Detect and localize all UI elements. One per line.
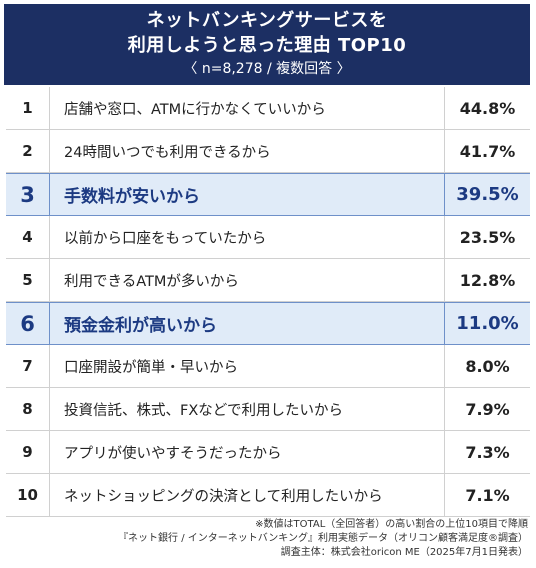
table-row: 10 ネットショッピングの決済として利用したいから 7.1% — [6, 474, 530, 517]
footnote-1: ※数値はTOTAL（全回答者）の高い割合の上位10項目で降順 — [255, 519, 528, 530]
table-row: 6 預金金利が高いから 11.0% — [6, 302, 530, 345]
table-row: 8 投資信託、株式、FXなどで利用したいから 7.9% — [6, 388, 530, 431]
footnote-2: 『ネット銀行 / インターネットバンキング』利用実態データ（オリコン顧客満足度®… — [118, 533, 528, 544]
value-cell: 41.7% — [444, 130, 530, 172]
table-row: 4 以前から口座をもっていたから 23.5% — [6, 216, 530, 259]
value-cell: 39.5% — [444, 174, 530, 215]
rank-cell: 9 — [6, 431, 50, 473]
title-line-1: ネットバンキングサービスを — [146, 10, 388, 31]
header-banner: ネットバンキングサービスを 利用しようと思った理由 TOP10 〈 n=8,27… — [4, 4, 530, 85]
rank-cell: 8 — [6, 388, 50, 430]
table-row: 5 利用できるATMが多いから 12.8% — [6, 259, 530, 302]
footnote-3: 調査主体：株式会社oricon ME（2025年7月1日発表） — [280, 547, 528, 558]
reason-cell: 利用できるATMが多いから — [64, 273, 239, 290]
reason-cell: 預金金利が高いから — [64, 316, 217, 336]
reason-cell: 以前から口座をもっていたから — [64, 230, 267, 247]
value-cell: 7.9% — [444, 388, 530, 430]
value-cell: 44.8% — [444, 87, 530, 129]
reason-cell: 手数料が安いから — [64, 187, 200, 207]
reason-cell: 投資信託、株式、FXなどで利用したいから — [64, 402, 343, 419]
rank-cell: 5 — [6, 259, 50, 301]
value-cell: 12.8% — [444, 259, 530, 301]
rank-cell: 6 — [6, 303, 50, 344]
rank-cell: 1 — [6, 87, 50, 129]
rank-cell: 3 — [6, 174, 50, 215]
value-cell: 23.5% — [444, 216, 530, 258]
table-row: 7 口座開設が簡単・早いから 8.0% — [6, 345, 530, 388]
reason-cell: 口座開設が簡単・早いから — [64, 359, 238, 376]
rank-cell: 10 — [6, 474, 50, 516]
rank-cell: 2 — [6, 130, 50, 172]
table-row: 2 24時間いつでも利用できるから 41.7% — [6, 130, 530, 173]
rank-cell: 4 — [6, 216, 50, 258]
rank-cell: 7 — [6, 345, 50, 387]
reason-cell: 店舗や窓口、ATMに行かなくていいから — [64, 101, 326, 118]
table-row: 3 手数料が安いから 39.5% — [6, 173, 530, 216]
value-cell: 7.3% — [444, 431, 530, 473]
table-row: 1 店舗や窓口、ATMに行かなくていいから 44.8% — [6, 87, 530, 130]
value-cell: 8.0% — [444, 345, 530, 387]
subtitle: 〈 n=8,278 / 複数回答 〉 — [183, 61, 351, 77]
value-cell: 11.0% — [444, 303, 530, 344]
value-cell: 7.1% — [444, 474, 530, 516]
footnotes: ※数値はTOTAL（全回答者）の高い割合の上位10項目で降順 『ネット銀行 / … — [118, 518, 528, 560]
title-line-2: 利用しようと思った理由 TOP10 — [127, 35, 407, 56]
table-row: 9 アプリが使いやすそうだったから 7.3% — [6, 431, 530, 474]
ranking-table: 1 店舗や窓口、ATMに行かなくていいから 44.8% 2 24時間いつでも利用できるか… — [6, 87, 530, 517]
reason-cell: ネットショッピングの決済として利用したいから — [64, 488, 383, 505]
reason-cell: 24時間いつでも利用できるから — [64, 144, 271, 161]
reason-cell: アプリが使いやすそうだったから — [64, 445, 282, 462]
